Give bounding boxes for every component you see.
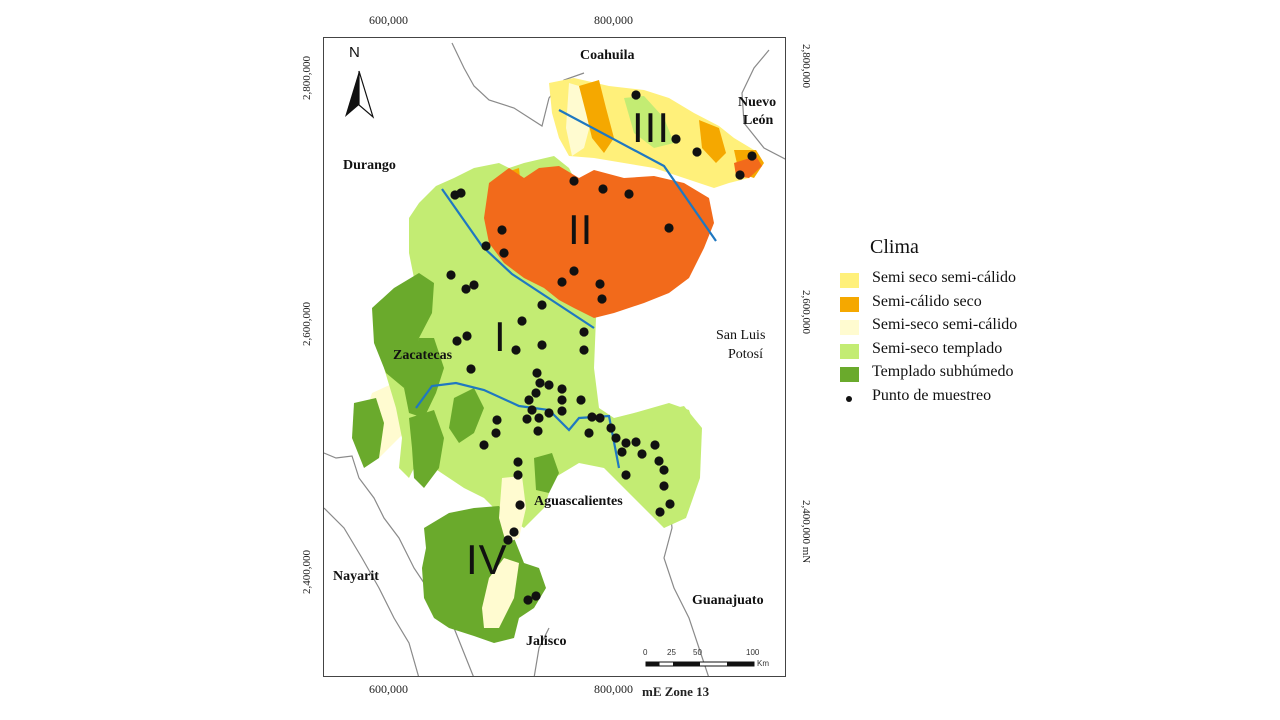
zone-templado-west bbox=[372, 273, 434, 388]
state-label-durango: Durango bbox=[343, 158, 396, 173]
map-canvas bbox=[324, 42, 785, 676]
scale-bar bbox=[645, 661, 755, 667]
state-label-coahuila: Coahuila bbox=[580, 48, 635, 63]
legend-label: Punto de muestreo bbox=[872, 386, 992, 404]
state-label-aguascalientes: Aguascalientes bbox=[534, 494, 623, 509]
border-jalisco-south bbox=[533, 627, 550, 676]
state-label-nuevo-leon-2: León bbox=[743, 113, 774, 128]
map-frame: I II III IV Coahuila Nuevo León Durango … bbox=[323, 37, 786, 677]
coord-bottom-800000: 800,000 bbox=[594, 682, 633, 696]
scale-tick-0: 0 bbox=[643, 648, 648, 657]
north-label: N bbox=[349, 44, 360, 61]
legend-swatch bbox=[840, 320, 859, 335]
coord-top-600000: 600,000 bbox=[369, 13, 408, 27]
coord-right-2400000: 2,400,000 mN bbox=[800, 500, 812, 564]
border-nuevo-leon bbox=[741, 49, 785, 160]
sample-points bbox=[446, 90, 757, 605]
state-label-slp-1: San Luis bbox=[716, 328, 766, 343]
legend-item: Semi-cálido seco bbox=[838, 293, 982, 317]
legend-swatch bbox=[840, 273, 859, 288]
legend-label: Templado subhúmedo bbox=[872, 363, 1014, 380]
coord-top-800000: 800,000 bbox=[594, 13, 633, 27]
scale-tick-25: 25 bbox=[667, 648, 676, 657]
scale-tick-100: 100 bbox=[746, 648, 760, 657]
scale-unit: Km bbox=[757, 659, 769, 668]
zone-label-ii: II bbox=[568, 206, 594, 253]
state-label-nuevo-leon-1: Nuevo bbox=[738, 95, 777, 110]
border-jalisco-west bbox=[324, 507, 420, 676]
coord-bottom-600000: 600,000 bbox=[369, 682, 408, 696]
legend-swatch bbox=[840, 367, 859, 382]
legend-label: Semi-cálido seco bbox=[872, 292, 982, 310]
legend-title: Clima bbox=[870, 236, 919, 258]
legend-label: Semi seco semi-cálido bbox=[872, 269, 1016, 286]
coord-left-2400000: 2,400,000 bbox=[301, 550, 313, 594]
boundary-i-ii bbox=[441, 188, 595, 329]
legend-label: Semi-seco templado bbox=[872, 339, 1003, 357]
legend-item-point: Punto de muestreo bbox=[838, 387, 991, 411]
border-nayarit bbox=[324, 452, 474, 676]
legend-label: Semi-seco semi-cálido bbox=[872, 316, 1018, 333]
zone-label-i: I bbox=[494, 313, 507, 360]
coord-right-2600000: 2,600,000 bbox=[800, 290, 812, 334]
legend-item: Semi-seco templado bbox=[838, 340, 1002, 364]
state-label-zacatecas: Zacatecas bbox=[393, 348, 453, 363]
legend-item: Semi seco semi-cálido bbox=[838, 269, 1016, 293]
axis-label-mE-zone: mE Zone 13 bbox=[642, 684, 710, 699]
coord-right-2800000: 2,800,000 bbox=[800, 44, 812, 88]
scale-tick-50: 50 bbox=[693, 648, 702, 657]
sample-point-icon bbox=[846, 395, 852, 402]
state-label-jalisco: Jalisco bbox=[526, 634, 567, 649]
legend: Clima Semi seco semi-cálido Semi-cálido … bbox=[838, 236, 1017, 411]
boundary-ii-iii bbox=[558, 109, 717, 242]
zone-label-iv: IV bbox=[466, 536, 508, 583]
state-label-guanajuato: Guanajuato bbox=[692, 593, 764, 608]
coord-left-2600000: 2,600,000 bbox=[301, 302, 313, 346]
legend-swatch bbox=[840, 343, 859, 359]
zone-label-iii: III bbox=[632, 104, 671, 151]
zone-templado-iv bbox=[422, 506, 546, 643]
legend-item: Templado subhúmedo bbox=[838, 363, 1014, 387]
state-label-nayarit: Nayarit bbox=[333, 569, 379, 584]
legend-item: Semi-seco semi-cálido bbox=[838, 316, 1017, 340]
state-label-slp-2: Potosí bbox=[728, 347, 764, 362]
coord-left-2800000: 2,800,000 bbox=[301, 56, 313, 100]
border-guanajuato bbox=[663, 497, 709, 676]
north-arrow-icon bbox=[345, 70, 375, 119]
zone-orange-ii bbox=[484, 166, 714, 318]
legend-swatch bbox=[840, 296, 859, 312]
